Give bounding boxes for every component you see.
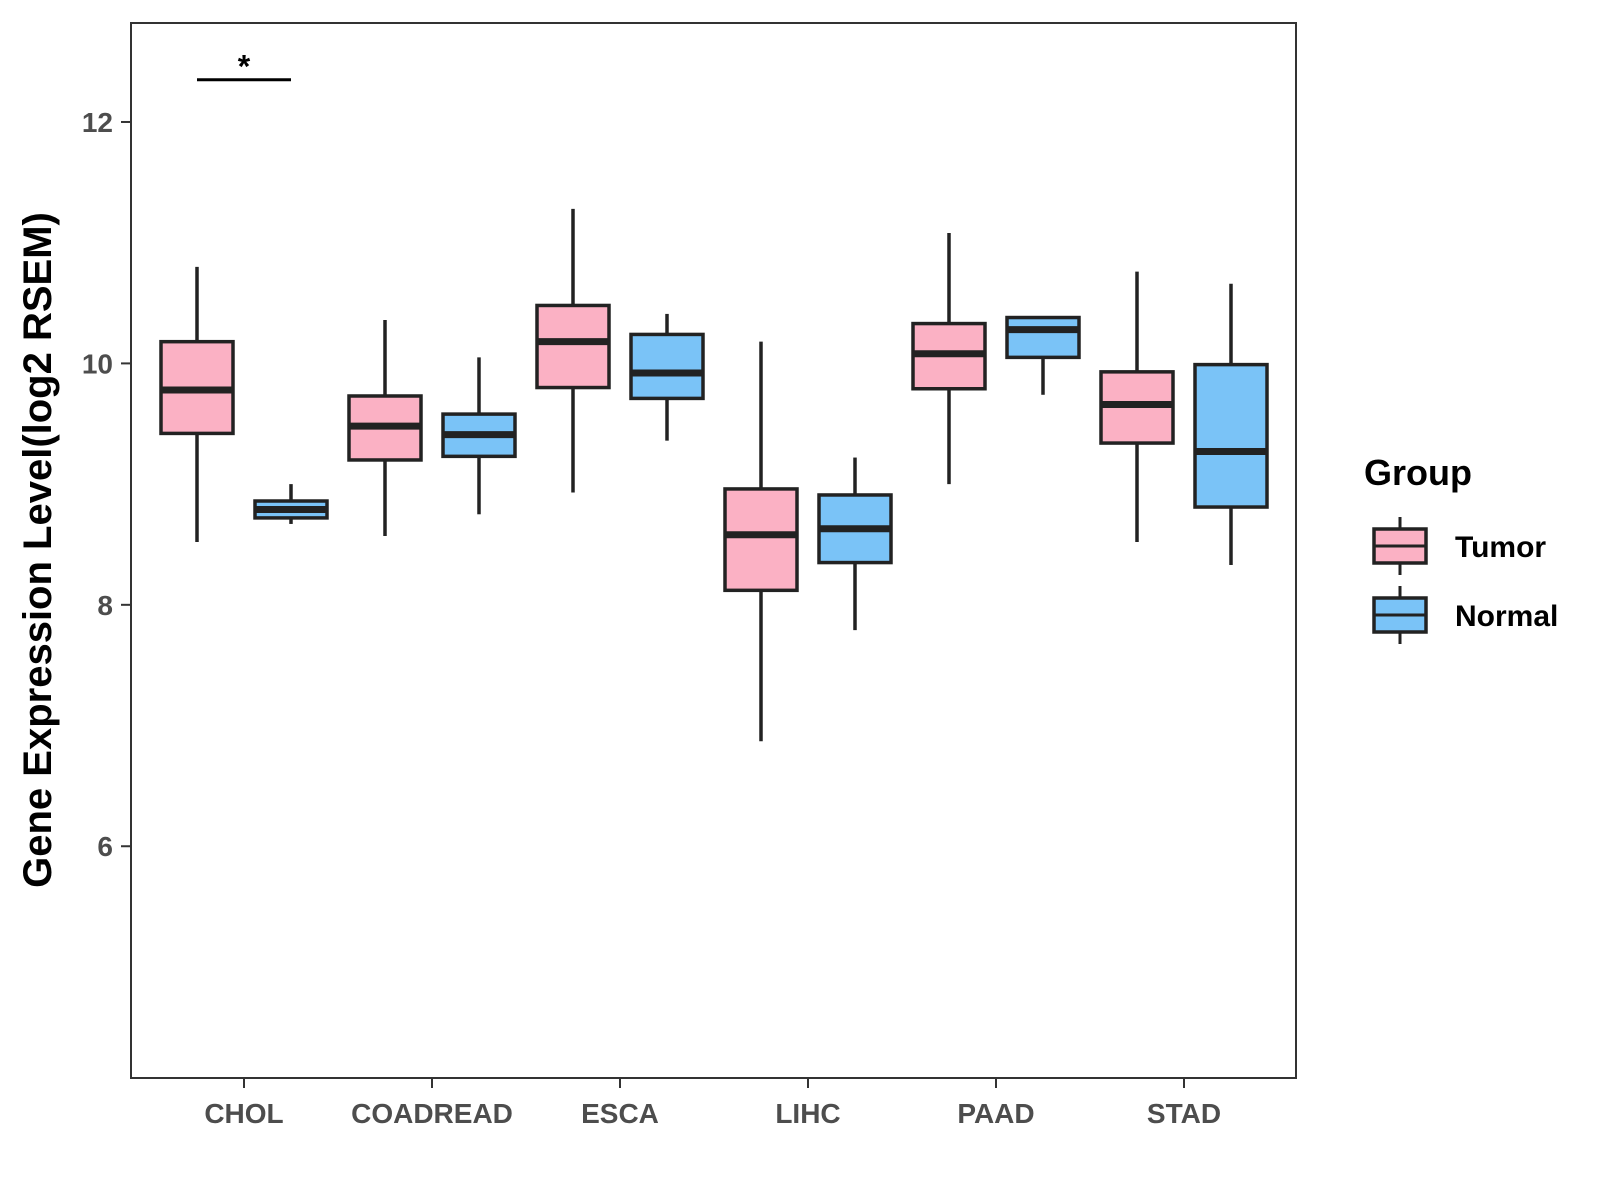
box-tumor-chol [159,266,235,543]
legend-label: Tumor [1455,531,1546,564]
x-axis: CHOL COADREAD ESCA LIHC PAAD STAD [204,1078,1221,1129]
annotations-layer: * [197,49,291,85]
box-tumor-coadread [347,319,423,537]
box-normal-paad [1005,315,1081,395]
box-iqr [1193,362,1269,509]
box-normal-chol [253,484,329,524]
box-tumor-lihc [723,341,799,742]
y-axis: 6 8 10 12 [82,107,131,862]
box-iqr [629,332,705,401]
legend: Group Tumor Normal [1364,452,1558,644]
box-normal-coadread [441,357,517,515]
x-tick-label: CHOL [204,1098,283,1129]
legend-item-tumor: Tumor [1372,517,1546,575]
x-tick-label: PAAD [957,1098,1034,1129]
x-tick-label: ESCA [581,1098,659,1129]
x-tick-label: COADREAD [351,1098,513,1129]
box-tumor-esca [535,208,611,493]
y-tick-label: 10 [82,348,113,379]
legend-label: Normal [1455,600,1558,633]
box-iqr [723,487,799,593]
boxes-layer [159,208,1269,742]
y-tick-label: 8 [97,590,113,621]
box-iqr [535,303,611,390]
box-tumor-paad [911,233,987,485]
x-tick-label: LIHC [775,1098,840,1129]
box-normal-lihc [817,457,893,631]
box-tumor-stad [1099,271,1175,543]
box-normal-stad [1193,283,1269,565]
box-normal-esca [629,313,705,441]
plot-panel [130,22,1297,1079]
legend-title: Group [1364,452,1472,493]
x-tick-label: STAD [1147,1098,1221,1129]
box-iqr [1005,315,1081,360]
legend-item-normal: Normal [1372,586,1558,644]
y-axis-title: Gene Expression Level(log2 RSEM) [16,212,60,888]
y-tick-label: 12 [82,107,113,138]
significance-star: * [238,49,251,85]
y-tick-label: 6 [97,831,113,862]
